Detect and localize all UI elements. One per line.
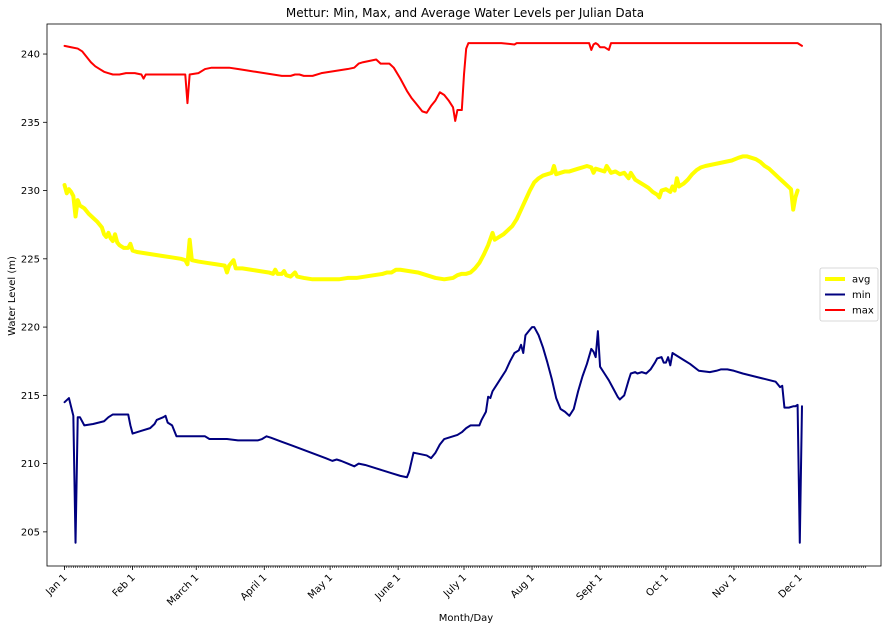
y-tick-label: 220: [21, 323, 40, 334]
y-tick-label: 215: [21, 391, 40, 402]
x-axis-title: Month/Day: [439, 613, 494, 624]
y-tick-label: 205: [21, 527, 40, 538]
plot-frame: [46, 23, 882, 567]
series-line-min: [63, 326, 803, 544]
legend-label-max: max: [852, 306, 874, 317]
y-tick-label: 240: [21, 50, 40, 61]
series-layer: [62, 42, 803, 544]
y-tick-label: 230: [21, 186, 40, 197]
series-line-max: [63, 42, 803, 122]
y-axis-title: Water Level (m): [7, 256, 18, 336]
y-tick-label: 210: [21, 459, 40, 470]
y-tick-label: 235: [21, 118, 40, 129]
y-axis: 205 210 215 220 225 230 235 240: [21, 50, 47, 538]
y-tick-label: 225: [21, 254, 40, 265]
legend-label-avg: avg: [852, 275, 870, 286]
series-line-avg: [62, 154, 800, 282]
legend-box: [819, 267, 879, 322]
legend-label-min: min: [852, 290, 871, 301]
legend: avg min max: [819, 267, 879, 322]
chart-title: Mettur: Min, Max, and Average Water Leve…: [286, 6, 644, 20]
